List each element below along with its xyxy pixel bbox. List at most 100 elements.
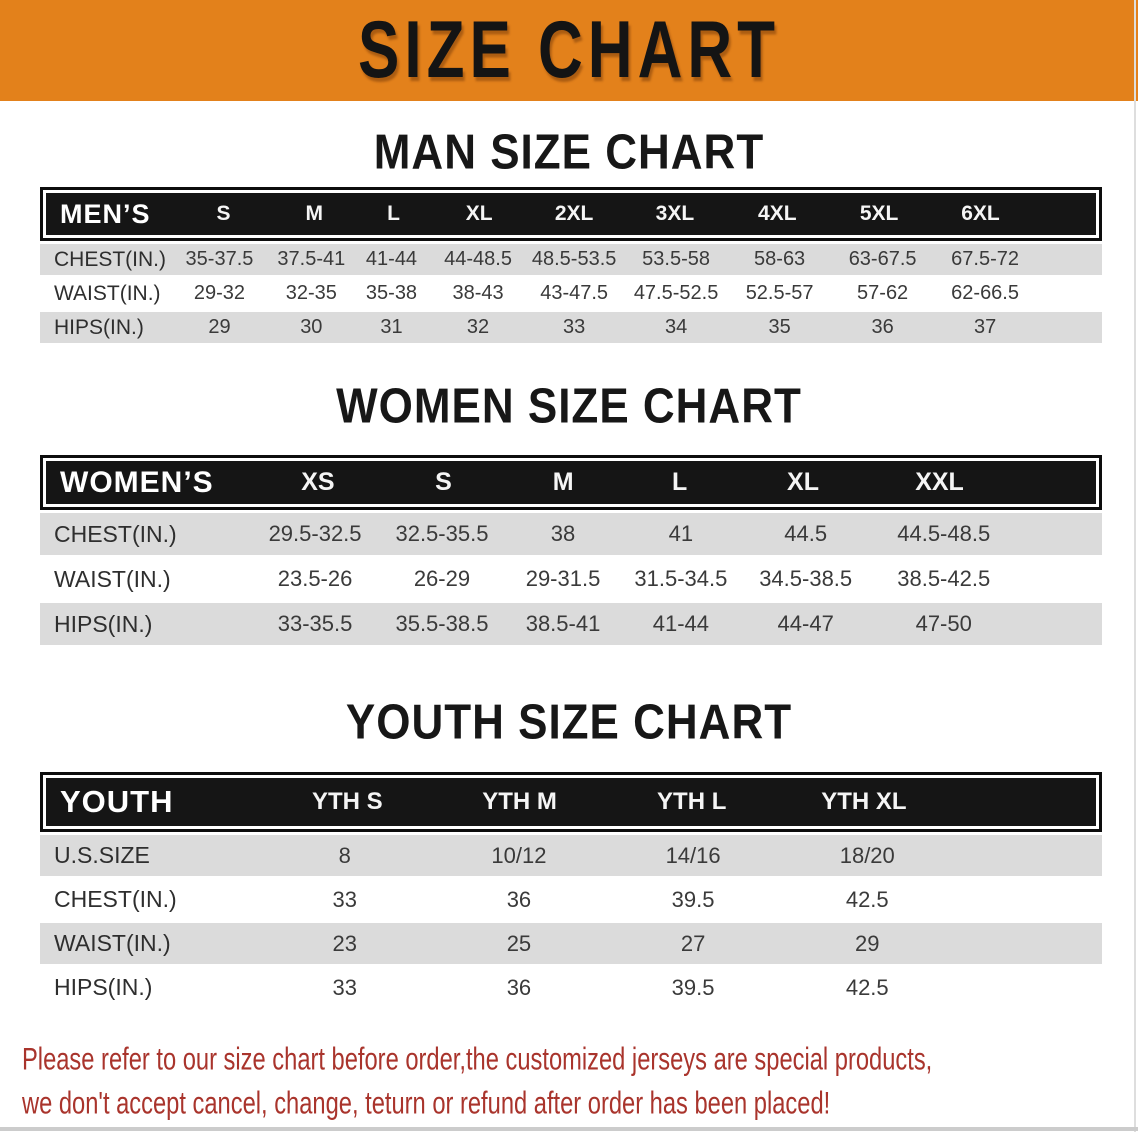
- column-header: L: [387, 202, 400, 225]
- column-header: M: [305, 202, 324, 225]
- cell-value: 33: [332, 974, 358, 1000]
- cell-value: 38: [550, 521, 576, 546]
- cell-value: 33: [332, 886, 358, 912]
- cell-value: 10/12: [491, 842, 547, 868]
- cell-value: 31: [380, 316, 403, 338]
- column-header: S: [435, 468, 452, 496]
- section-heading-youth: YOUTH SIZE CHART: [345, 695, 793, 750]
- table-row: HIPS(IN.) 33-35.5 35.5-38.5 38.5-41 41-4…: [40, 603, 1102, 645]
- mens-table-header-frame: MEN’S S M L XL 2XL 3XL 4XL 5XL 6XL: [40, 187, 1102, 241]
- image-edge-right: [1134, 0, 1136, 1132]
- column-header: YTH S: [312, 788, 383, 815]
- cell-value: 29-31.5: [525, 566, 601, 591]
- cell-value: 32: [466, 316, 490, 338]
- row-label: CHEST(IN.): [54, 520, 177, 547]
- cell-value: 31.5-34.5: [634, 566, 728, 591]
- cell-value: 32.5-35.5: [395, 521, 489, 546]
- row-label: WAIST(IN.): [54, 930, 171, 956]
- image-edge-bottom: [0, 1127, 1138, 1131]
- column-header: L: [672, 468, 688, 496]
- cell-value: 44.5-48.5: [897, 521, 991, 546]
- column-header: XS: [301, 468, 335, 496]
- row-label: HIPS(IN.): [54, 974, 153, 1000]
- table-row: WAIST(IN.) 23.5-26 26-29 29-31.5 31.5-34…: [40, 558, 1102, 600]
- cell-value: 47.5-52.5: [633, 282, 719, 304]
- cell-value: 8: [338, 842, 351, 868]
- mens-size-table: MEN’S S M L XL 2XL 3XL 4XL 5XL 6XL CHEST…: [40, 187, 1102, 343]
- row-label: HIPS(IN.): [54, 315, 144, 339]
- cell-value: 33: [563, 316, 586, 338]
- cell-value: 26-29: [413, 566, 471, 591]
- table-row: WAIST(IN.) 29-32 32-35 35-38 38-43 43-47…: [40, 278, 1102, 309]
- column-header: S: [216, 202, 231, 225]
- cell-value: 18/20: [839, 842, 895, 868]
- cell-value: 57-62: [857, 282, 909, 304]
- cell-value: 53.5-58: [642, 248, 710, 270]
- cell-value: 35-38: [365, 282, 418, 304]
- cell-value: 36: [506, 974, 532, 1000]
- womens-size-table: WOMEN’S XS S M L XL XXL CHEST(IN.) 29.5-…: [40, 455, 1102, 645]
- table-row: CHEST(IN.) 29.5-32.5 32.5-35.5 38 41 44.…: [40, 513, 1102, 555]
- table-row: WAIST(IN.) 23 25 27 29: [40, 923, 1102, 964]
- womens-table-header-row: WOMEN’S XS S M L XL XXL: [46, 461, 1096, 504]
- youth-table-header-frame: YOUTH YTH S YTH M YTH L YTH XL: [40, 772, 1102, 832]
- cell-value: 29.5-32.5: [268, 521, 362, 546]
- cell-value: 44-47: [777, 611, 834, 636]
- cell-value: 34: [664, 316, 688, 338]
- womens-table-header-frame: WOMEN’S XS S M L XL XXL: [40, 455, 1102, 510]
- cell-value: 33-35.5: [277, 611, 353, 636]
- cell-value: 41-44: [652, 611, 710, 636]
- cell-value: 44-48.5: [444, 248, 512, 270]
- cell-value: 41: [668, 521, 694, 546]
- cell-value: 27: [680, 930, 706, 956]
- youth-table-header-row: YOUTH YTH S YTH M YTH L YTH XL: [46, 778, 1096, 826]
- cell-value: 32-35: [285, 282, 337, 304]
- column-header: M: [552, 468, 574, 496]
- cell-value: 38-43: [452, 282, 504, 304]
- cell-value: 34.5-38.5: [759, 566, 853, 591]
- cell-value: 38.5-41: [525, 611, 601, 636]
- row-label: U.S.SIZE: [54, 842, 150, 868]
- column-header: 3XL: [655, 202, 695, 225]
- row-label: WAIST(IN.): [54, 565, 171, 592]
- cell-value: 30: [300, 316, 323, 338]
- column-header: YTH M: [482, 788, 557, 815]
- mens-table-header-row: MEN’S S M L XL 2XL 3XL 4XL 5XL 6XL: [46, 193, 1096, 235]
- title-banner: SIZE CHART: [0, 0, 1138, 101]
- column-header: 4XL: [758, 202, 797, 225]
- column-header: YTH XL: [821, 788, 907, 815]
- youth-size-table: YOUTH YTH S YTH M YTH L YTH XL U.S.SIZE …: [40, 772, 1102, 1008]
- table-row: CHEST(IN.) 33 36 39.5 42.5: [40, 879, 1102, 920]
- cell-value: 37.5-41: [277, 248, 346, 270]
- cell-value: 44.5: [784, 521, 828, 546]
- column-header: XL: [465, 202, 493, 225]
- cell-value: 14/16: [665, 842, 721, 868]
- section-heading-men: MAN SIZE CHART: [373, 125, 765, 180]
- column-header: 2XL: [554, 202, 594, 225]
- row-label: CHEST(IN.): [54, 247, 166, 271]
- column-header: YTH L: [657, 788, 727, 815]
- table-row: HIPS(IN.) 29 30 31 32 33 34 35 36 37: [40, 312, 1102, 343]
- cell-value: 29: [855, 930, 880, 956]
- table-corner-label: MEN’S: [60, 198, 151, 229]
- cell-value: 39.5: [671, 886, 715, 912]
- disclaimer-line-2: we don't accept cancel, change, teturn o…: [22, 1086, 831, 1121]
- cell-value: 67.5-72: [951, 248, 1019, 270]
- cell-value: 23.5-26: [277, 566, 353, 591]
- table-row: HIPS(IN.) 33 36 39.5 42.5: [40, 967, 1102, 1008]
- cell-value: 29-32: [193, 282, 246, 304]
- cell-value: 37: [973, 316, 997, 338]
- column-header: XXL: [915, 468, 964, 496]
- disclaimer-line-1: Please refer to our size chart before or…: [22, 1042, 933, 1077]
- section-heading-women: WOMEN SIZE CHART: [336, 379, 802, 434]
- column-header: 6XL: [961, 202, 1000, 225]
- cell-value: 58-63: [754, 248, 806, 270]
- cell-value: 42.5: [845, 974, 889, 1000]
- cell-value: 25: [506, 930, 532, 956]
- column-header: XL: [787, 468, 819, 496]
- table-row: CHEST(IN.) 35-37.5 37.5-41 41-44 44-48.5…: [40, 244, 1102, 275]
- row-label: WAIST(IN.): [54, 281, 161, 305]
- cell-value: 41-44: [365, 248, 418, 270]
- column-header: 5XL: [859, 202, 899, 225]
